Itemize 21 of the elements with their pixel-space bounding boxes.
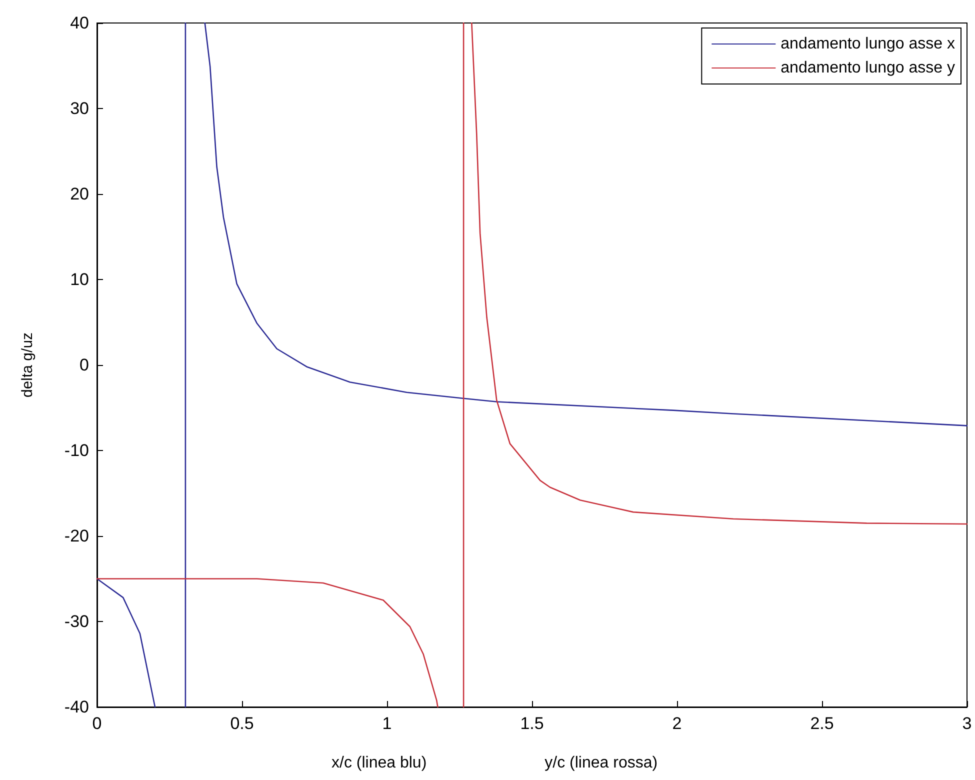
y-tick-label: -10 [64,441,89,460]
y-tick-label: -20 [64,526,89,546]
x-tick-label: 0 [92,714,102,733]
legend-label: andamento lungo asse x [780,36,955,52]
x-axis-title: x/c (linea blu) [332,754,427,772]
y-tick-label: 20 [70,184,89,204]
y-axis-title: delta g/uz [19,332,36,398]
x-tick-label: 1 [382,714,392,733]
x-tick-label: 3 [962,714,972,733]
y-tick-label: -40 [64,698,89,716]
x-tick-label: 1.5 [520,714,544,733]
y-tick-label: 40 [70,14,89,32]
y-tick-label: 0 [80,356,89,374]
x-tick-label: 2.5 [810,714,834,733]
y-tick-label: -30 [64,612,89,631]
y-tick-label: 10 [70,270,89,289]
y-tick-label: 30 [70,99,89,118]
legend-label: andamento lungo asse y [780,60,955,76]
text: y/c (linea rossa) [544,754,658,772]
x-tick-label: 2 [672,714,682,733]
x-tick-label: 0.5 [230,714,254,733]
